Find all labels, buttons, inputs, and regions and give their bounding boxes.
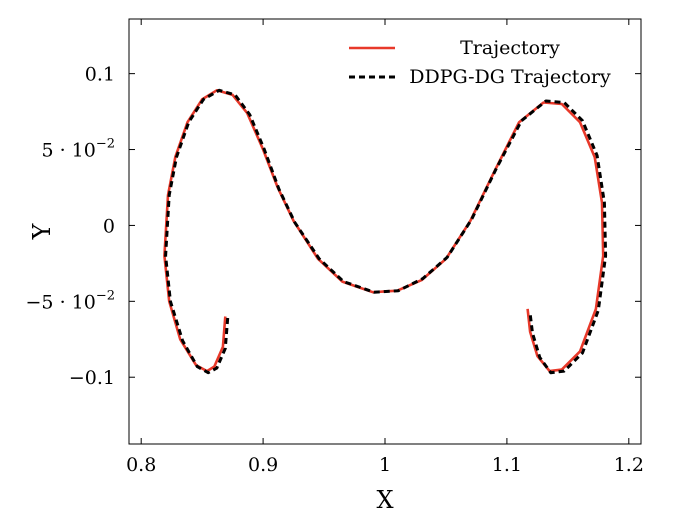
- legend-label-trajectory: Trajectory: [460, 37, 560, 59]
- y-tick-label-text: 0.1: [85, 64, 115, 86]
- y-tick-label-text: −0.1: [69, 367, 115, 389]
- series-line-ddpg-dg-trajectory: [164, 88, 608, 375]
- x-tick-label: 1.1: [492, 454, 522, 476]
- legend-label-ddpg-dg-trajectory: DDPG-DG Trajectory: [409, 66, 611, 88]
- y-tick-label: −0.1: [69, 367, 115, 389]
- y-tick-label: 5 · 10−2: [41, 137, 115, 162]
- x-tick-label: 0.9: [248, 454, 278, 476]
- y-tick-label: 0: [103, 215, 115, 237]
- y-axis-label: Y: [28, 222, 56, 240]
- y-tick-label-exponent: −2: [96, 137, 115, 152]
- y-tick-label: 0.1: [85, 64, 115, 86]
- x-axis-label: X: [376, 486, 393, 514]
- x-tick-label: 1: [379, 454, 391, 476]
- plot-layer: [163, 88, 608, 375]
- y-tick-label-exponent: −2: [96, 288, 115, 303]
- x-tick-label: 1.2: [614, 454, 644, 476]
- x-tick-label: 0.8: [126, 454, 156, 476]
- ticks-layer: 0.8 0.9 1 1.1 1.2−0.1−5 · 10−205 · 10−20.1: [26, 19, 644, 476]
- legend: Trajectory DDPG-DG Trajectory: [349, 37, 611, 88]
- y-tick-label-text: −5 · 10: [26, 291, 96, 313]
- y-tick-label-text: 0: [103, 215, 115, 237]
- y-tick-label-text: 5 · 10: [41, 140, 95, 162]
- y-tick-label: −5 · 10−2: [26, 288, 115, 313]
